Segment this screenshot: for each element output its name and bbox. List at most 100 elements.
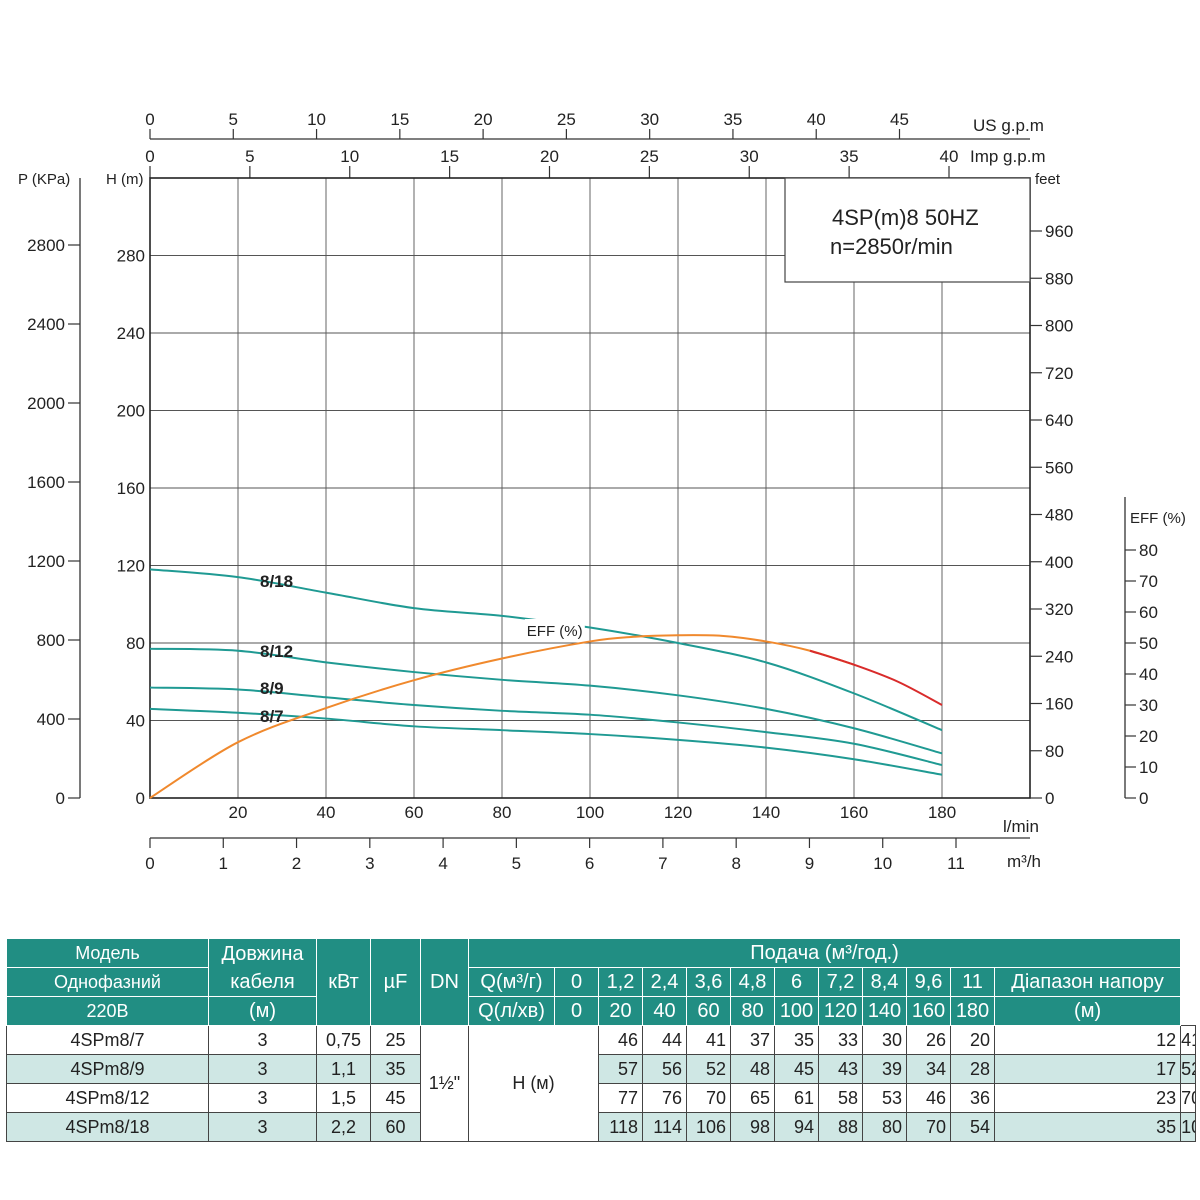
- feet-tick-label: 960: [1045, 222, 1073, 241]
- row-h: 45: [774, 1054, 819, 1084]
- header-model-3: 220В: [6, 996, 209, 1026]
- header-range-2: (м): [993, 996, 1182, 1026]
- imp-gpm-tick-label: 25: [640, 147, 659, 166]
- row-model: 4SPm8/7: [6, 1025, 209, 1055]
- q-m3-5: 6: [774, 967, 819, 997]
- row-h: 70: [686, 1083, 731, 1113]
- imp-gpm-tick-label: 40: [940, 147, 959, 166]
- row-h: 94: [774, 1112, 819, 1142]
- row-kw: 1,1: [316, 1054, 371, 1084]
- head-axis-label: H (m): [106, 171, 144, 188]
- head-tick-label: 280: [117, 247, 145, 266]
- row-cable: 3: [208, 1025, 317, 1055]
- head-tick-label: 80: [126, 634, 145, 653]
- q-lmin-5: 100: [774, 996, 819, 1026]
- q-m3-7: 8,4: [862, 967, 907, 997]
- eff-tick-label: 70: [1139, 572, 1158, 591]
- feet-axis-label: feet: [1035, 171, 1061, 188]
- row-h: 114: [642, 1112, 687, 1142]
- row-h: 43: [818, 1054, 863, 1084]
- feet-tick-label: 880: [1045, 269, 1073, 288]
- head-curve-label: 8/9: [260, 679, 284, 698]
- header-model-2: Однофазний: [6, 967, 209, 997]
- spec-table: Модель Довжина кабеля кВт µF DN Подача (…: [6, 938, 1196, 1142]
- q-m3-9: 11: [950, 967, 995, 997]
- m3h-tick-label: 11: [947, 854, 965, 873]
- head-tick-label: 160: [117, 479, 145, 498]
- plot-frame: [149, 177, 1031, 799]
- row-uf: 45: [370, 1083, 421, 1113]
- row-h: 20: [950, 1025, 995, 1055]
- imp-gpm-tick-label: 5: [245, 147, 254, 166]
- row-model: 4SPm8/9: [6, 1054, 209, 1084]
- m3h-tick-label: 9: [805, 854, 814, 873]
- row-h: 39: [862, 1054, 907, 1084]
- imp-gpm-tick-label: 0: [145, 147, 154, 166]
- header-uf: µF: [370, 938, 421, 1026]
- row-h: 58: [818, 1083, 863, 1113]
- x-tick-label: 20: [229, 803, 248, 822]
- row-h: 48: [730, 1054, 775, 1084]
- header-dn: DN: [420, 938, 469, 1026]
- pressure-tick-label: 2000: [27, 394, 65, 413]
- row-h: 106: [686, 1112, 731, 1142]
- imp-gpm-tick-label: 35: [840, 147, 859, 166]
- efficiency-label-bg: [524, 619, 585, 641]
- table-row: 4SPm8/12 3 1,5 45 77 76 70 65 61 58 53 4…: [6, 1083, 1196, 1113]
- x-tick-label: 80: [493, 803, 512, 822]
- us-gpm-tick-label: 30: [640, 110, 659, 129]
- header-cable-2: кабеля: [230, 971, 295, 993]
- x-tick-label: 40: [317, 803, 336, 822]
- row-uf: 60: [370, 1112, 421, 1142]
- row-h: 118: [598, 1112, 643, 1142]
- q-m3-1: 1,2: [598, 967, 643, 997]
- flow-m3h-axis-label: m³/h: [1007, 852, 1041, 871]
- q-lmin-2: 40: [642, 996, 687, 1026]
- row-h: 36: [950, 1083, 995, 1113]
- head-tick-label: 120: [117, 557, 145, 576]
- row-h: 35: [993, 1112, 1182, 1142]
- head-tick-label: 240: [117, 324, 145, 343]
- row-h: 17: [993, 1054, 1182, 1084]
- us-gpm-tick-label: 15: [390, 110, 409, 129]
- q-lmin-3: 60: [686, 996, 731, 1026]
- row-kw: 0,75: [316, 1025, 371, 1055]
- row-h: 65: [730, 1083, 775, 1113]
- row-h: 37: [730, 1025, 775, 1055]
- x-tick-label: 100: [576, 803, 604, 822]
- efficiency-curve-label: EFF (%): [527, 623, 583, 640]
- q-lmin-1: 20: [598, 996, 643, 1026]
- header-cable: Довжина кабеля: [208, 938, 317, 997]
- q-lmin-0: 0: [554, 996, 599, 1026]
- row-cable: 3: [208, 1083, 317, 1113]
- feet-tick-label: 800: [1045, 317, 1073, 336]
- row-h: 12: [993, 1025, 1182, 1055]
- eff-axis-label: EFF (%): [1130, 510, 1186, 527]
- feet-tick-label: 560: [1045, 458, 1073, 477]
- eff-tick-label: 10: [1139, 758, 1158, 777]
- row-h: 34: [906, 1054, 951, 1084]
- x-tick-label: 160: [840, 803, 868, 822]
- dn-value: 1½": [420, 1025, 469, 1142]
- header-flow-title: Подача (м³/год.): [467, 938, 1182, 968]
- pressure-axis-label: P (KPa): [18, 171, 70, 188]
- pressure-tick-label: 1600: [27, 473, 65, 492]
- eff-tick-label: 50: [1139, 634, 1158, 653]
- row-h: 98: [730, 1112, 775, 1142]
- header-range-1: Діапазон напору: [993, 967, 1182, 997]
- row-range: 41~17: [1180, 1025, 1196, 1055]
- flow-lmin-axis-label: l/min: [1003, 817, 1039, 836]
- table-row: 4SPm8/18 3 2,2 60 118 114 106 98 94 88 8…: [6, 1112, 1196, 1142]
- us-gpm-tick-label: 25: [557, 110, 576, 129]
- row-h: 57: [598, 1054, 643, 1084]
- row-cable: 3: [208, 1054, 317, 1084]
- row-h: 30: [862, 1025, 907, 1055]
- us-gpm-tick-label: 0: [145, 110, 154, 129]
- eff-tick-label: 80: [1139, 541, 1158, 560]
- row-h: 33: [818, 1025, 863, 1055]
- imp-gpm-tick-label: 10: [340, 147, 359, 166]
- head-ticks: 0 40 80 120 160 200 240 280: [117, 247, 145, 809]
- title-box: [784, 177, 1031, 283]
- us-gpm-axis-label: US g.p.m: [973, 116, 1044, 135]
- m3h-tick-label: 6: [585, 854, 594, 873]
